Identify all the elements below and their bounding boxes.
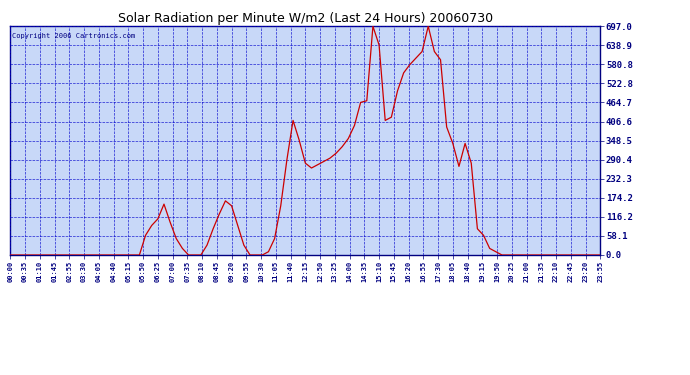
Text: Copyright 2006 Cartronics.com: Copyright 2006 Cartronics.com (12, 33, 135, 39)
Title: Solar Radiation per Minute W/m2 (Last 24 Hours) 20060730: Solar Radiation per Minute W/m2 (Last 24… (118, 12, 493, 25)
